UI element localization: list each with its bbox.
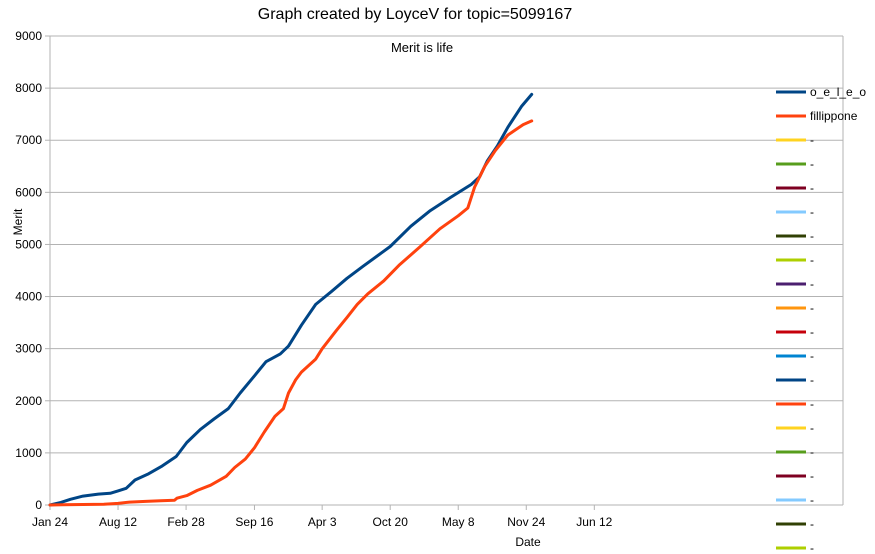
legend: o_e_l_e_o fillippone - - - - - - - - - - - - - - - - - - xyxy=(776,85,866,554)
y-axis-ticks: 0 1000 2000 3000 4000 5000 6000 7000 8000 9000 xyxy=(15,29,50,512)
y-tick-label: 1000 xyxy=(15,446,42,460)
y-tick-label: 5000 xyxy=(15,237,42,251)
legend-label: - xyxy=(810,397,814,411)
legend-label: - xyxy=(810,493,814,507)
y-tick-label: 8000 xyxy=(15,81,42,95)
y-tick-label: 3000 xyxy=(15,342,42,356)
y-tick-label: 7000 xyxy=(15,133,42,147)
x-tick-label: Oct 20 xyxy=(373,515,409,529)
y-tick-label: 4000 xyxy=(15,290,42,304)
chart-title: Graph created by LoyceV for topic=509916… xyxy=(258,6,573,23)
legend-label: - xyxy=(810,517,814,531)
x-tick-label: Apr 3 xyxy=(308,515,337,529)
x-axis-label: Date xyxy=(515,535,541,549)
gridlines xyxy=(49,35,844,506)
legend-label: - xyxy=(810,277,814,291)
series-line-o-e-l-e-o xyxy=(48,92,534,507)
legend-label: - xyxy=(810,421,814,435)
legend-label: - xyxy=(810,205,814,219)
legend-label: - xyxy=(810,301,814,315)
x-axis-ticks: Jan 24 Aug 12 Feb 28 Sep 16 Apr 3 Oct 20 May 8… xyxy=(32,505,613,529)
legend-label: - xyxy=(810,349,814,363)
legend-label: - xyxy=(810,181,814,195)
series-line-fillippone xyxy=(48,119,534,507)
legend-label: o_e_l_e_o xyxy=(810,85,866,99)
y-tick-label: 2000 xyxy=(15,394,42,408)
legend-label: - xyxy=(810,445,814,459)
legend-label: fillippone xyxy=(810,109,858,123)
x-tick-label: May 8 xyxy=(442,515,475,529)
legend-label: - xyxy=(810,373,814,387)
y-axis-label: Merit xyxy=(11,208,25,235)
y-tick-label: 0 xyxy=(35,498,42,512)
legend-label: - xyxy=(810,133,814,147)
x-tick-label: Nov 24 xyxy=(507,515,545,529)
x-tick-label: Feb 28 xyxy=(167,515,205,529)
legend-label: - xyxy=(810,541,814,554)
legend-label: - xyxy=(810,325,814,339)
x-tick-label: Sep 16 xyxy=(235,515,273,529)
legend-label: - xyxy=(810,157,814,171)
legend-label: - xyxy=(810,253,814,267)
legend-label: - xyxy=(810,469,814,483)
y-tick-label: 6000 xyxy=(15,185,42,199)
x-tick-label: Jun 12 xyxy=(576,515,612,529)
chart-subtitle: Merit is life xyxy=(391,40,453,55)
x-tick-label: Aug 12 xyxy=(99,515,137,529)
x-tick-label: Jan 24 xyxy=(32,515,68,529)
legend-label: - xyxy=(810,229,814,243)
series-lines xyxy=(48,92,534,507)
y-tick-label: 9000 xyxy=(15,29,42,43)
